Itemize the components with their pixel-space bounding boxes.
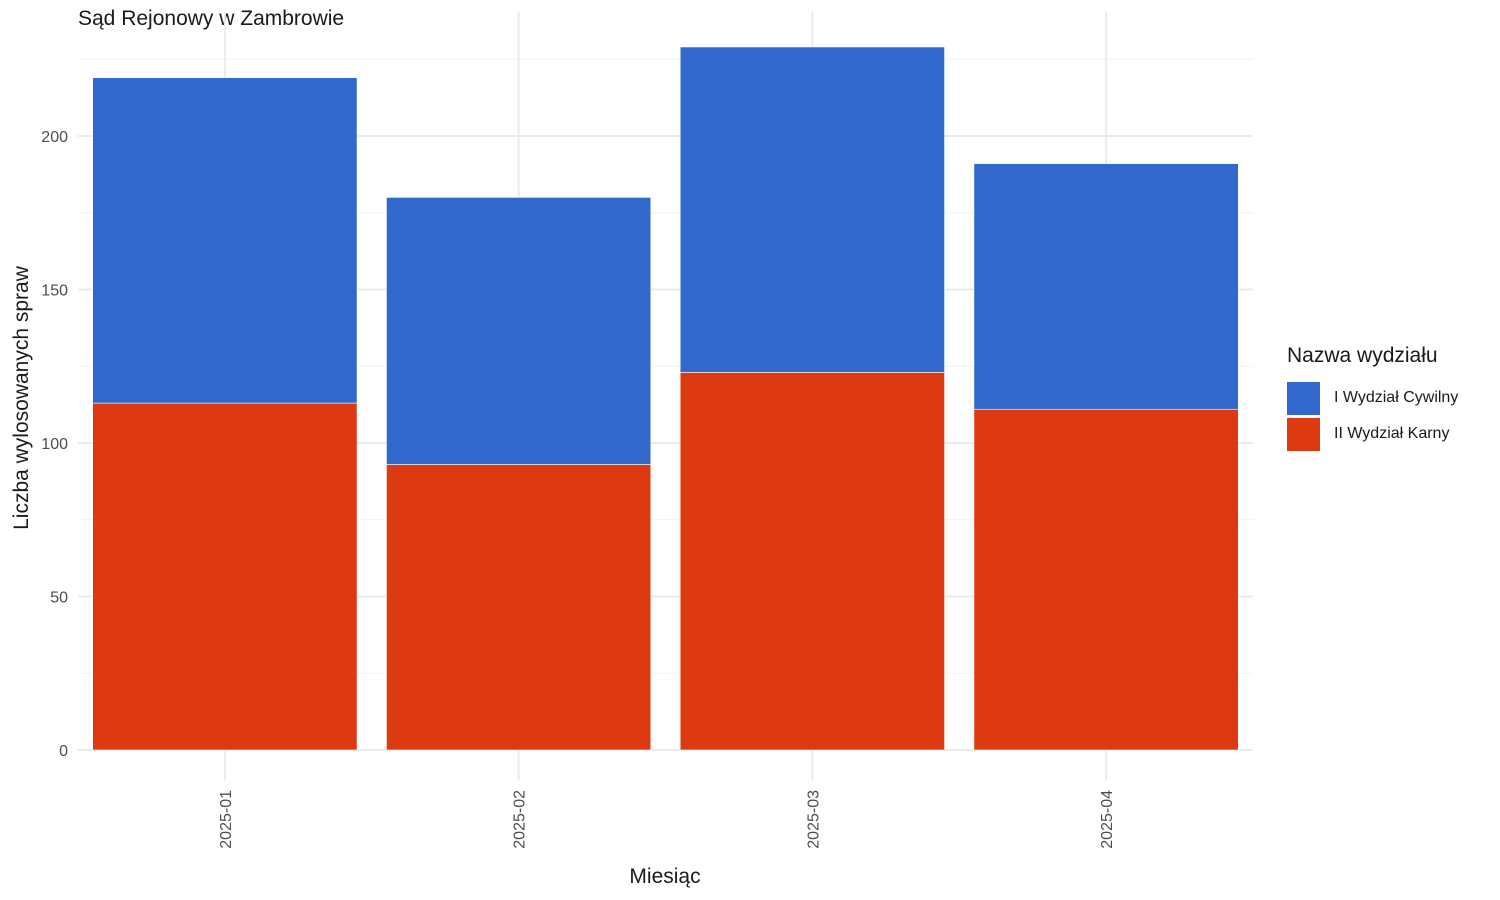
y-axis-label: Liczba wylosowanych spraw bbox=[10, 266, 33, 530]
legend-label-karny: II Wydział Karny bbox=[1334, 425, 1450, 442]
legend: Nazwa wydziału I Wydział Cywilny II Wydz… bbox=[1287, 344, 1458, 452]
legend-swatch-karny bbox=[1287, 417, 1320, 451]
y-tick-label: 100 bbox=[41, 436, 68, 453]
bar-segment bbox=[679, 372, 945, 751]
x-tick-label: 2025-04 bbox=[1099, 790, 1116, 849]
x-tick-label: 2025-01 bbox=[218, 790, 235, 849]
y-tick-label: 0 bbox=[59, 743, 68, 760]
bar-segment bbox=[973, 408, 1239, 751]
legend-label-cywilny: I Wydział Cywilny bbox=[1334, 389, 1459, 406]
bar-segment bbox=[92, 77, 358, 404]
x-tick-label: 2025-02 bbox=[512, 790, 529, 849]
y-tick-label: 150 bbox=[41, 283, 68, 300]
legend-item-karny: II Wydział Karny bbox=[1287, 416, 1458, 452]
x-tick-label: 2025-03 bbox=[805, 790, 822, 849]
x-axis-label: Miesiąc bbox=[629, 865, 701, 888]
legend-swatch-cywilny bbox=[1287, 381, 1320, 415]
legend-title: Nazwa wydziału bbox=[1287, 344, 1438, 367]
bar-segment bbox=[386, 197, 652, 465]
bar-segment bbox=[92, 402, 358, 751]
x-axis-ticks: 2025-01 2025-02 2025-03 2025-04 bbox=[218, 790, 1116, 849]
bar-segment bbox=[679, 46, 945, 373]
bar-segment bbox=[973, 163, 1239, 410]
bar-segment bbox=[386, 464, 652, 751]
y-tick-label: 200 bbox=[41, 129, 68, 146]
bars bbox=[92, 46, 1239, 751]
y-tick-label: 50 bbox=[50, 590, 68, 607]
chart-title: Sąd Rejonowy w Zambrowie bbox=[78, 7, 345, 30]
legend-item-cywilny: I Wydział Cywilny bbox=[1287, 380, 1458, 416]
y-axis-ticks: 0 50 100 150 200 bbox=[41, 129, 68, 760]
